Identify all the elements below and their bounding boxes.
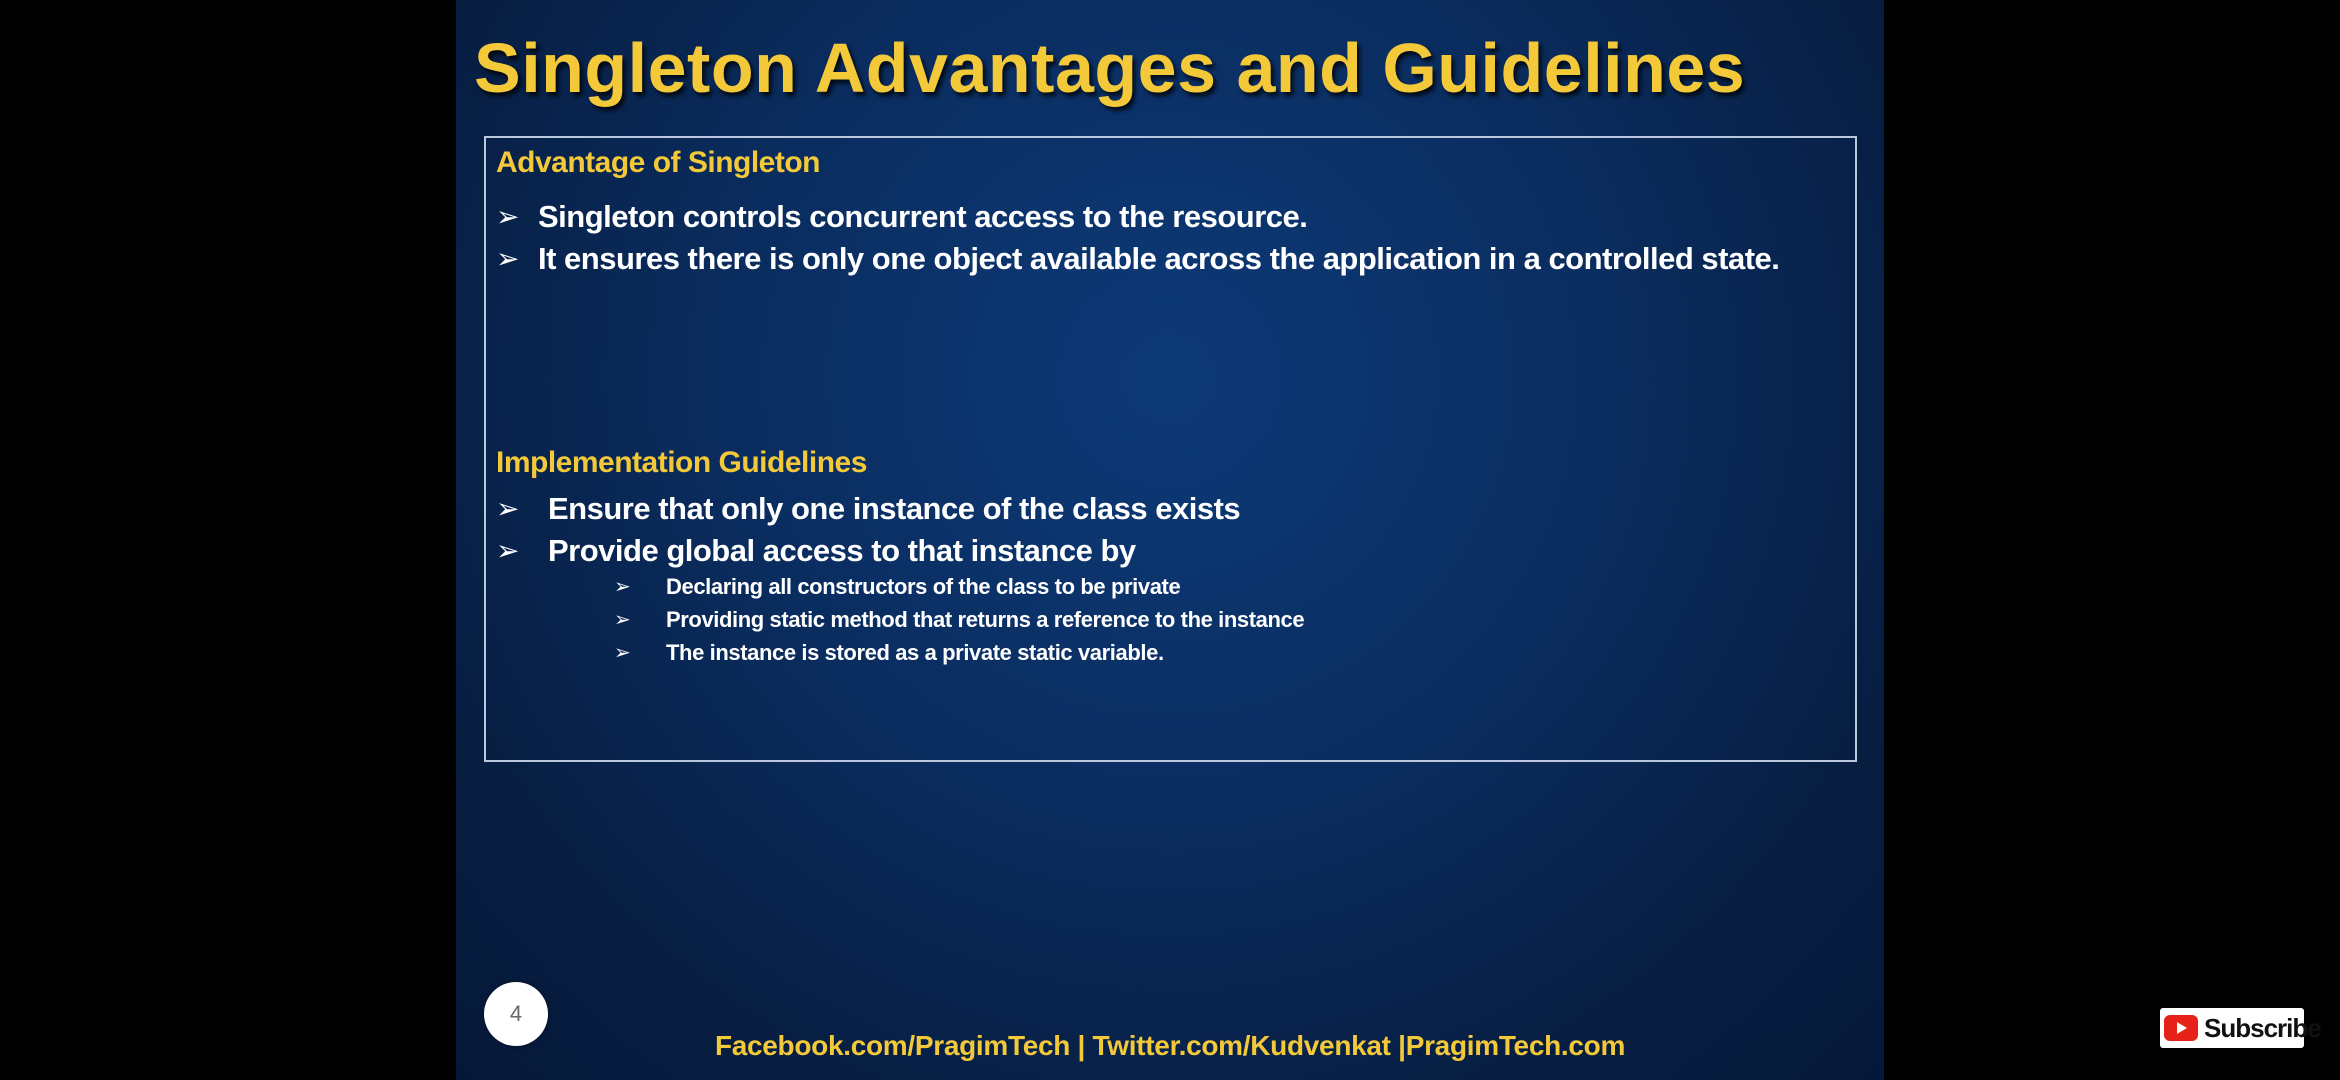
- subscribe-button[interactable]: Subscribe: [2160, 1008, 2322, 1048]
- bullet-arrow-icon: ➢: [614, 642, 631, 664]
- guidelines-heading: Implementation Guidelines: [496, 446, 867, 479]
- slide: Singleton Advantages and Guidelines Adva…: [456, 0, 1884, 1080]
- bullet-arrow-icon: ➢: [496, 243, 519, 274]
- page-number: 4: [484, 982, 548, 1046]
- subscribe-label: Subscribe: [2204, 1012, 2322, 1043]
- bullet-arrow-icon: ➢: [496, 493, 519, 524]
- bullet-arrow-icon: ➢: [496, 535, 519, 566]
- advantages-heading: Advantage of Singleton: [496, 146, 821, 179]
- slide-title: Singleton Advantages and Guidelines: [474, 29, 1746, 107]
- bullet-arrow-icon: ➢: [496, 201, 519, 232]
- bullet-arrow-icon: ➢: [614, 609, 631, 631]
- youtube-icon: [2164, 1015, 2198, 1041]
- bullet-arrow-icon: ➢: [614, 576, 631, 598]
- content-box: Advantage of Singleton ➢ Singleton contr…: [484, 136, 1857, 762]
- footer-links: Facebook.com/PragimTech | Twitter.com/Ku…: [714, 1030, 1626, 1061]
